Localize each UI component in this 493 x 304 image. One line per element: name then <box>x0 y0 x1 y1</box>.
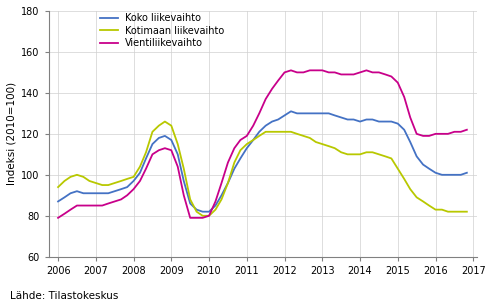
Vientiliikevaihto <box>86 204 92 207</box>
Vientiliikevaihto <box>383 73 388 76</box>
Kotimaan liikevaihto <box>162 120 168 123</box>
Koko liikevaihto <box>244 146 250 150</box>
Kotimaan liikevaihto <box>200 214 206 218</box>
Y-axis label: Indeksi (2010=100): Indeksi (2010=100) <box>7 82 17 185</box>
Kotimaan liikevaihto <box>464 210 470 213</box>
Kotimaan liikevaihto <box>86 179 92 183</box>
Vientiliikevaihto <box>55 216 61 220</box>
Text: Lähde: Tilastokeskus: Lähde: Tilastokeskus <box>10 291 118 301</box>
Kotimaan liikevaihto <box>156 124 162 127</box>
Legend: Koko liikevaihto, Kotimaan liikevaihto, Vientiliikevaihto: Koko liikevaihto, Kotimaan liikevaihto, … <box>100 13 225 48</box>
Line: Koko liikevaihto: Koko liikevaihto <box>58 111 467 212</box>
Koko liikevaihto <box>156 136 162 140</box>
Kotimaan liikevaihto <box>187 198 193 201</box>
Koko liikevaihto <box>238 157 244 160</box>
Koko liikevaihto <box>55 200 61 203</box>
Vientiliikevaihto <box>439 132 445 136</box>
Line: Kotimaan liikevaihto: Kotimaan liikevaihto <box>58 122 467 216</box>
Koko liikevaihto <box>181 179 187 183</box>
Koko liikevaihto <box>86 192 92 195</box>
Koko liikevaihto <box>288 109 294 113</box>
Koko liikevaihto <box>200 210 206 213</box>
Vientiliikevaihto <box>181 193 187 197</box>
Vientiliikevaihto <box>231 146 237 150</box>
Vientiliikevaihto <box>156 148 162 152</box>
Koko liikevaihto <box>464 171 470 174</box>
Vientiliikevaihto <box>288 68 294 72</box>
Vientiliikevaihto <box>464 128 470 132</box>
Kotimaan liikevaihto <box>388 157 394 160</box>
Line: Vientiliikevaihto: Vientiliikevaihto <box>58 70 467 218</box>
Kotimaan liikevaihto <box>55 185 61 189</box>
Kotimaan liikevaihto <box>244 142 250 146</box>
Kotimaan liikevaihto <box>250 138 256 142</box>
Koko liikevaihto <box>388 120 394 123</box>
